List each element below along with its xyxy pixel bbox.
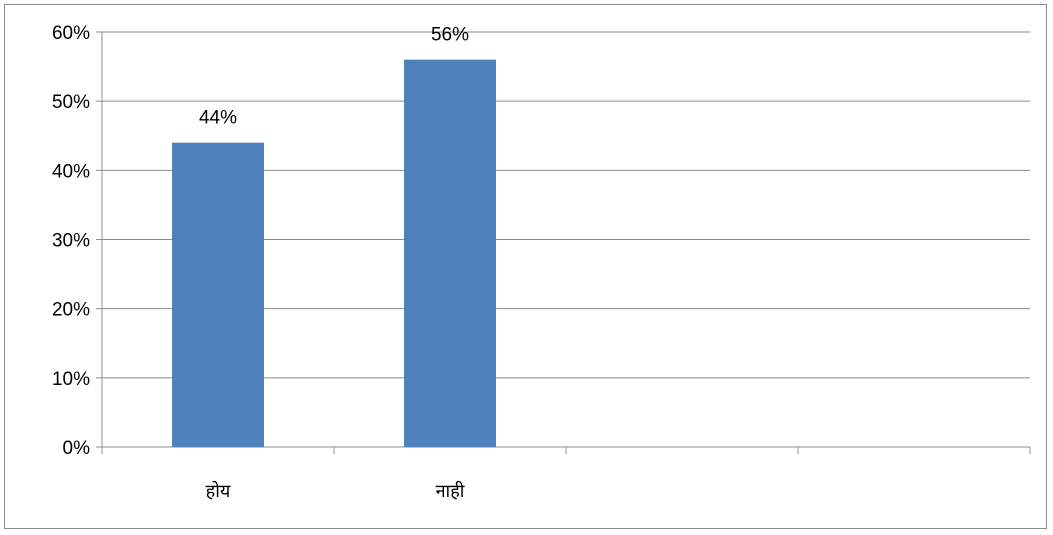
bar <box>172 142 264 447</box>
bar <box>404 59 496 448</box>
bar-chart: 0% 10% 20% 30% 40% 50% 60% 44% होय 56% नाही <box>52 23 1031 502</box>
data-label: 44% <box>199 108 237 129</box>
y-tick-label: 0% <box>63 438 91 459</box>
y-tick-label: 50% <box>52 92 90 113</box>
x-category-label: नाही <box>436 480 465 502</box>
chart-frame: 0% 10% 20% 30% 40% 50% 60% 44% होय 56% नाही <box>4 4 1047 529</box>
data-label: 56% <box>431 25 469 46</box>
y-tick-label: 30% <box>52 231 90 252</box>
y-tick-label: 10% <box>52 369 90 390</box>
y-tick-label: 40% <box>52 161 90 182</box>
x-category-label: होय <box>206 480 231 502</box>
y-tick-label: 60% <box>52 23 90 44</box>
y-tick-label: 20% <box>52 300 90 321</box>
